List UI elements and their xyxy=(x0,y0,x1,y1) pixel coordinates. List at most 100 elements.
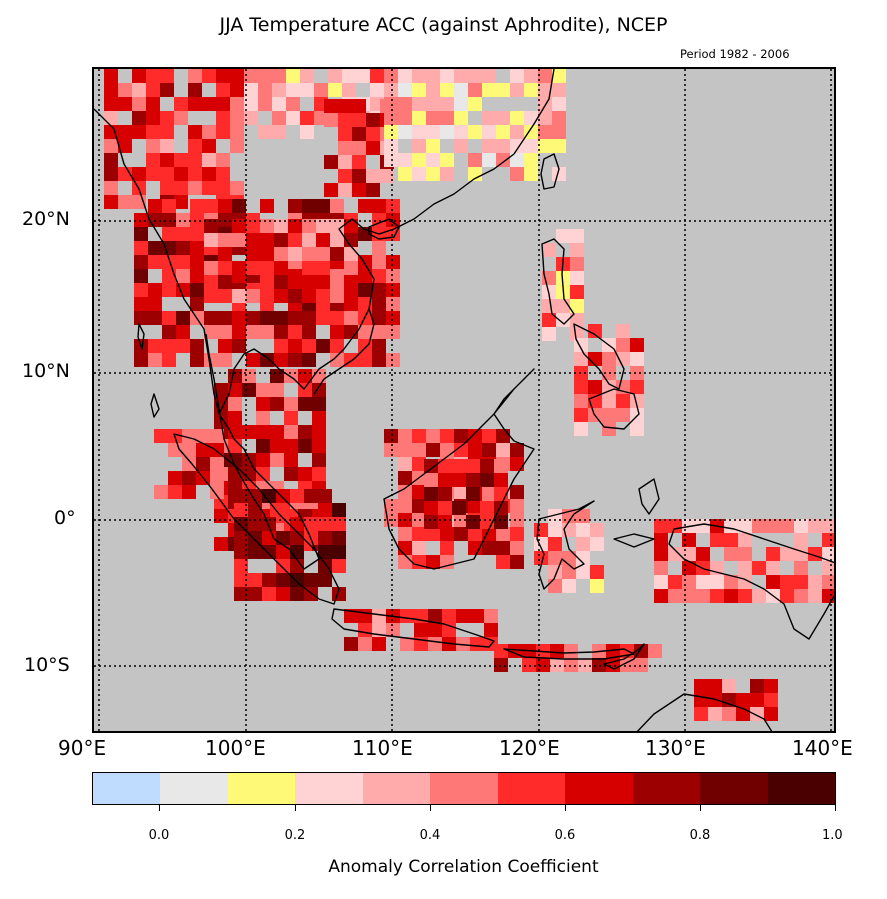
acc-cell xyxy=(480,459,494,473)
acc-cell xyxy=(412,153,426,167)
acc-cell xyxy=(298,439,312,453)
acc-cell xyxy=(290,489,304,503)
acc-cell xyxy=(330,339,344,353)
acc-cell xyxy=(218,213,232,227)
acc-cell xyxy=(722,679,736,693)
acc-cell xyxy=(370,69,384,83)
acc-cell xyxy=(242,383,256,397)
acc-cell xyxy=(398,97,412,111)
acc-cell xyxy=(766,575,780,589)
acc-cell xyxy=(134,297,148,311)
acc-cell xyxy=(274,339,288,353)
acc-cell xyxy=(162,269,176,283)
acc-cell xyxy=(216,153,230,167)
acc-cell xyxy=(590,565,604,579)
acc-cell xyxy=(302,275,316,289)
acc-cell xyxy=(232,289,246,303)
acc-cell xyxy=(176,241,190,255)
colorbar-label: 0.8 xyxy=(689,828,711,843)
acc-cell xyxy=(202,97,216,111)
acc-cell xyxy=(602,352,616,366)
acc-cell xyxy=(210,471,224,485)
acc-cell xyxy=(248,587,262,601)
acc-cell xyxy=(724,533,738,547)
acc-cell xyxy=(118,125,132,139)
acc-cell xyxy=(258,97,272,111)
colorbar-label: 0.4 xyxy=(419,828,441,843)
acc-cell xyxy=(344,261,358,275)
acc-cell xyxy=(764,693,778,707)
acc-cell xyxy=(232,339,246,353)
acc-cell xyxy=(258,83,272,97)
acc-cell xyxy=(202,125,216,139)
acc-cell xyxy=(358,623,372,637)
lat-label-10s: 10°S xyxy=(24,654,70,676)
acc-cell xyxy=(188,69,202,83)
acc-cell xyxy=(412,499,426,513)
acc-cell xyxy=(104,69,118,83)
acc-cell xyxy=(342,69,356,83)
acc-cell xyxy=(232,233,246,247)
acc-cell xyxy=(284,453,298,467)
acc-cell xyxy=(398,125,412,139)
acc-cell xyxy=(562,579,576,593)
acc-cell xyxy=(440,69,454,83)
acc-cell xyxy=(412,97,426,111)
acc-cell xyxy=(232,219,246,233)
acc-cell xyxy=(574,352,588,366)
acc-cell xyxy=(764,679,778,693)
acc-cell xyxy=(524,167,538,181)
acc-cell xyxy=(654,575,668,589)
acc-cell xyxy=(454,97,468,111)
acc-cell xyxy=(234,531,248,545)
acc-cell xyxy=(216,97,230,111)
colorbar-segment xyxy=(362,773,431,804)
acc-cell xyxy=(494,473,508,487)
acc-cell xyxy=(494,658,508,672)
acc-cell xyxy=(398,443,412,457)
acc-cell xyxy=(470,609,484,623)
acc-cell xyxy=(738,519,752,533)
acc-cell xyxy=(160,181,174,195)
colorbar-segment xyxy=(430,773,498,804)
acc-cell xyxy=(286,83,300,97)
acc-cell xyxy=(118,195,132,209)
acc-cell xyxy=(766,561,780,575)
acc-cell xyxy=(274,233,288,247)
acc-cell xyxy=(470,637,484,651)
acc-cell xyxy=(300,69,314,83)
acc-cell xyxy=(630,366,644,380)
acc-cell xyxy=(272,69,286,83)
acc-cell xyxy=(312,467,326,481)
colorbar-tick xyxy=(159,805,160,811)
acc-cell xyxy=(510,111,524,125)
acc-cell xyxy=(160,125,174,139)
acc-cell xyxy=(510,153,524,167)
acc-cell xyxy=(328,69,342,83)
acc-cell xyxy=(274,311,288,325)
acc-cell xyxy=(246,289,260,303)
acc-cell xyxy=(210,429,224,443)
acc-cell xyxy=(654,533,668,547)
lon-label-100e: 100°E xyxy=(205,736,266,760)
acc-cell xyxy=(386,283,400,297)
colorbar-segment xyxy=(700,773,768,804)
acc-cell xyxy=(290,531,304,545)
acc-cell xyxy=(246,261,260,275)
acc-cell xyxy=(412,485,426,499)
acc-cell xyxy=(134,311,148,325)
map-panel xyxy=(92,67,836,733)
acc-cell xyxy=(590,537,604,551)
lon-label-120e: 120°E xyxy=(499,736,560,760)
acc-cell xyxy=(176,269,190,283)
acc-cell xyxy=(188,167,202,181)
acc-cell xyxy=(550,658,564,672)
acc-cell xyxy=(260,311,274,325)
acc-cell xyxy=(738,561,752,575)
acc-cell xyxy=(710,589,724,603)
acc-cell xyxy=(248,573,262,587)
acc-cell xyxy=(298,397,312,411)
acc-cell xyxy=(386,269,400,283)
acc-cell xyxy=(494,459,508,473)
acc-cell xyxy=(218,275,232,289)
